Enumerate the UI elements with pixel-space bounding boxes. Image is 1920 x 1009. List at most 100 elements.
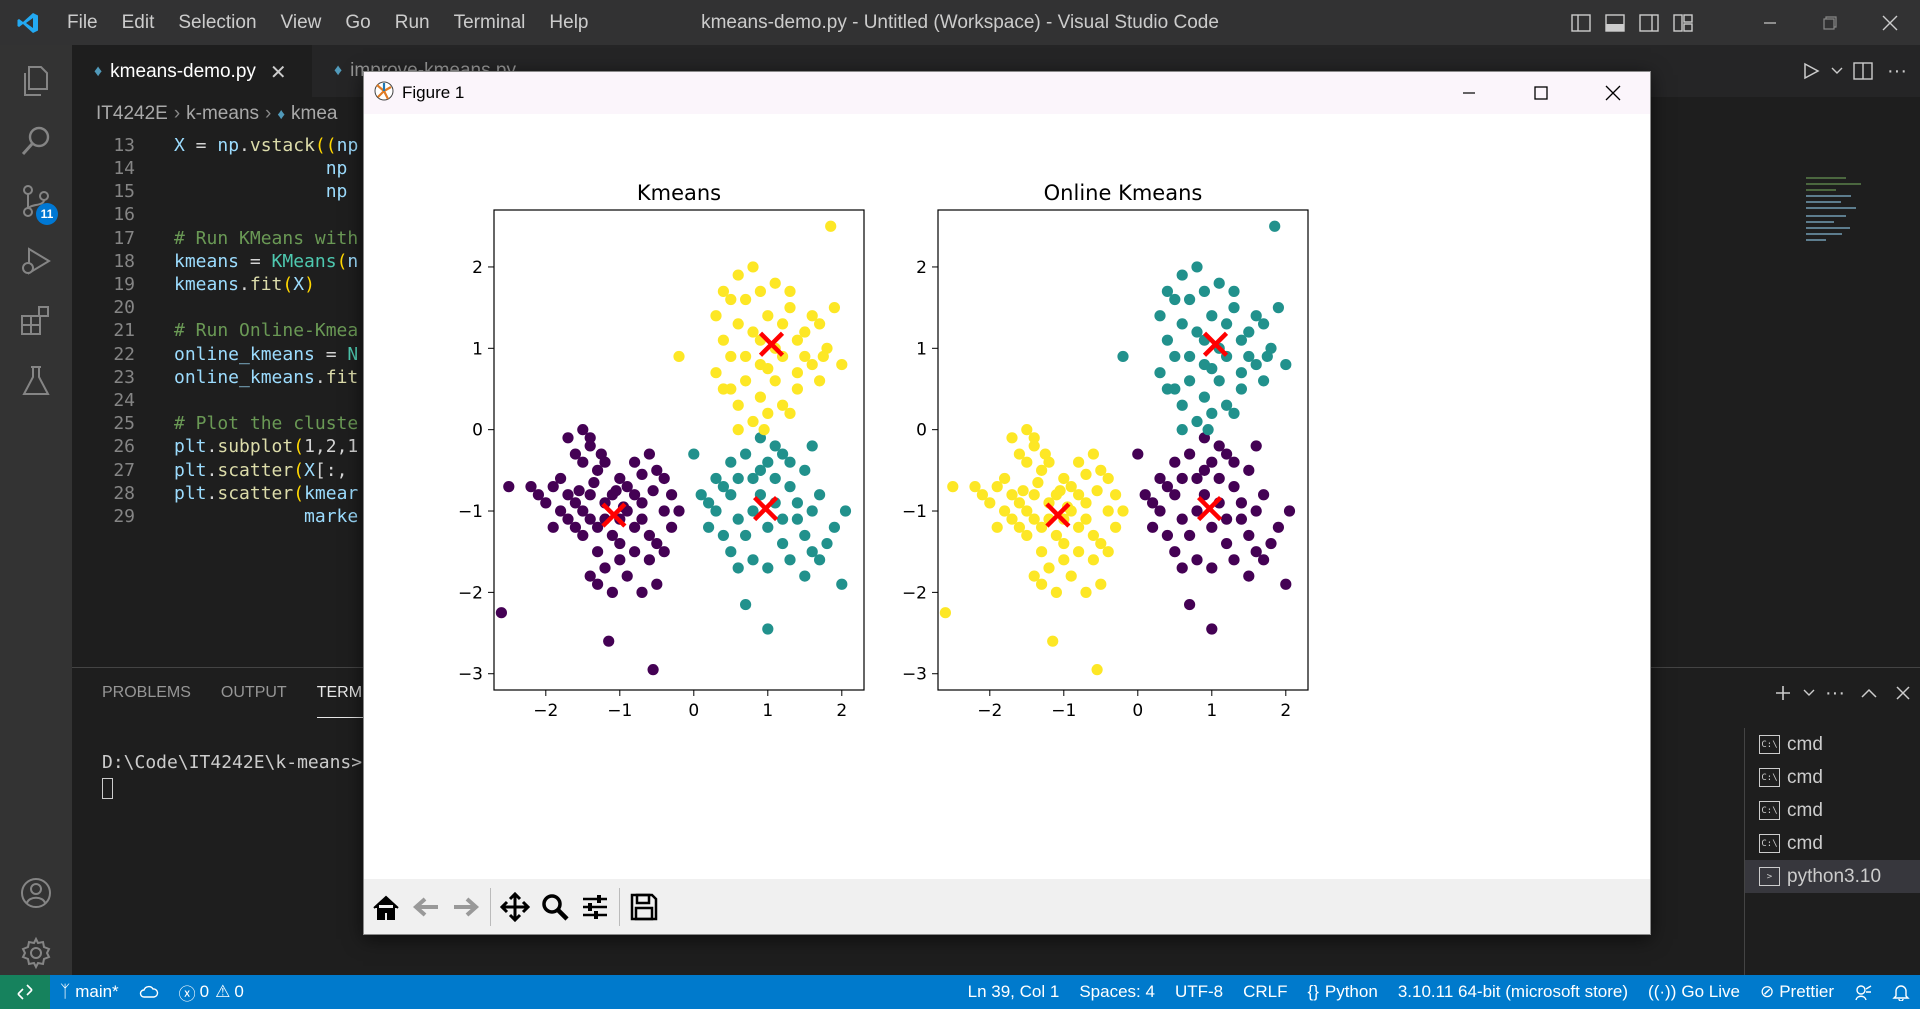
close-window-button[interactable] (1860, 0, 1920, 45)
code-line[interactable]: 26 plt.subplot(1,2,1 (72, 433, 1920, 462)
terminal-instance[interactable]: > python3.10 (1745, 860, 1920, 893)
configure-subplots-icon[interactable] (575, 885, 615, 929)
figure-minimize-button[interactable] (1433, 72, 1505, 114)
code-line[interactable]: 28 plt.scatter(kmear (72, 479, 1920, 508)
close-tab-icon[interactable]: ✕ (269, 61, 287, 84)
terminal-prompt[interactable]: D:\Code\IT4242E\k-means> (102, 752, 363, 773)
toggle-secondary-sidebar-icon[interactable] (1632, 0, 1666, 45)
code-line[interactable]: 18 kmeans = KMeans(n (72, 247, 1920, 276)
accounts-icon[interactable] (0, 863, 72, 923)
axes-frame (493, 209, 865, 691)
run-python-file-icon[interactable] (1794, 49, 1828, 94)
code-line[interactable]: 27 plt.scatter(X[:, (72, 456, 1920, 485)
x-tick-label: 1 (762, 701, 773, 721)
code-line[interactable]: 29 marke (72, 502, 1920, 531)
breadcrumb-item[interactable]: IT4242E (96, 103, 168, 124)
cursor-position[interactable]: Ln 39, Col 1 (967, 982, 1060, 1001)
source-control-icon[interactable]: 11 (0, 171, 72, 231)
end-of-line[interactable]: CRLF (1243, 982, 1288, 1001)
branch-indicator[interactable]: ᛉ main* (60, 982, 119, 1001)
menu-item-run[interactable]: Run (394, 12, 430, 33)
remote-indicator-icon[interactable] (0, 975, 50, 1009)
code-line[interactable]: 21 # Run Online-Kmea (72, 317, 1920, 346)
menu-item-file[interactable]: File (67, 12, 98, 33)
menu-item-terminal[interactable]: Terminal (453, 12, 526, 33)
code-line[interactable]: 23 online_kmeans.fit (72, 363, 1920, 392)
testing-icon[interactable] (0, 351, 72, 411)
scatter-point (629, 521, 641, 533)
scatter-point (1021, 529, 1033, 542)
terminal-instance[interactable]: C:\ cmd (1745, 827, 1920, 860)
figure-close-button[interactable] (1577, 72, 1649, 114)
minimap[interactable] (1804, 175, 1884, 255)
breadcrumb-item[interactable]: kmea (291, 103, 338, 124)
code-line[interactable]: 15 np (72, 177, 1920, 206)
tab-output[interactable]: OUTPUT (220, 684, 287, 701)
tab-problems[interactable]: PROBLEMS (102, 684, 191, 701)
go-live-button[interactable]: ((·)) Go Live (1648, 982, 1740, 1001)
settings-gear-icon[interactable] (0, 923, 72, 983)
restore-button[interactable] (1800, 0, 1860, 45)
run-debug-icon[interactable] (0, 231, 72, 291)
sync-icon[interactable] (129, 985, 169, 999)
scatter-point (584, 489, 596, 501)
scatter-point (806, 358, 818, 371)
terminal-instance[interactable]: C:\ cmd (1745, 728, 1920, 761)
tab-kmeans-demo[interactable]: ♦ kmeans-demo.py ✕ (72, 45, 312, 97)
breadcrumb-item[interactable]: k-means (186, 103, 260, 124)
terminal-instance[interactable]: C:\ cmd (1745, 761, 1920, 794)
extensions-icon[interactable] (0, 291, 72, 351)
save-floppy-icon[interactable] (624, 885, 664, 929)
toggle-panel-icon[interactable] (1598, 0, 1632, 45)
run-dropdown-chevron-icon[interactable] (1828, 49, 1846, 94)
minimize-button[interactable] (1740, 0, 1800, 45)
toggle-primary-sidebar-icon[interactable] (1564, 0, 1598, 45)
code-line[interactable]: 25 # Plot the cluste (72, 409, 1920, 438)
new-terminal-icon[interactable] (1766, 671, 1800, 716)
menu-item-selection[interactable]: Selection (178, 12, 257, 33)
terminal-dropdown-chevron-icon[interactable] (1800, 671, 1818, 716)
explorer-icon[interactable] (0, 51, 72, 111)
code-line[interactable]: 20 (72, 293, 1920, 322)
feedback-icon[interactable] (1844, 983, 1882, 1001)
code-line[interactable]: 17 # Run KMeans with (72, 224, 1920, 253)
code-line[interactable]: 22 online_kmeans = N (72, 340, 1920, 369)
figure-maximize-button[interactable] (1505, 72, 1577, 114)
line-number: 17 (113, 227, 135, 249)
code-line[interactable]: 14 np (72, 154, 1920, 183)
search-icon[interactable] (0, 111, 72, 171)
figure-canvas[interactable]: Kmeans −2 −1 0 1 2 −3 −2 −1 0 1 2 Online Kmeans −2 −1 0… (364, 114, 1650, 874)
python-interpreter[interactable]: 3.10.11 64-bit (microsoft store) (1397, 982, 1629, 1001)
tab-terminal[interactable]: TERMI (316, 668, 367, 718)
scatter-point (673, 350, 685, 363)
code-editor[interactable]: 13 X = np.vstack((np 14 np 15 np 16 17 # Run K… (72, 131, 1920, 666)
problems-indicator[interactable]: ⓧ 0 ⚠ 0 (169, 980, 254, 1005)
pan-move-icon[interactable] (495, 885, 535, 929)
code-line[interactable]: 24 (72, 386, 1920, 415)
zoom-magnifier-icon[interactable] (535, 885, 575, 929)
split-editor-icon[interactable] (1846, 49, 1880, 94)
encoding[interactable]: UTF-8 (1174, 982, 1224, 1001)
code-line[interactable]: 13 X = np.vstack((np (72, 131, 1920, 160)
customize-layout-icon[interactable] (1666, 0, 1700, 45)
menu-item-help[interactable]: Help (549, 12, 589, 33)
indentation[interactable]: Spaces: 4 (1079, 982, 1155, 1001)
back-arrow-icon[interactable] (406, 885, 446, 929)
code-line[interactable]: 16 (72, 201, 1920, 230)
close-panel-icon[interactable] (1886, 671, 1920, 716)
terminal-instance[interactable]: C:\ cmd (1745, 794, 1920, 827)
panel-more-icon[interactable]: ··· (1825, 681, 1845, 704)
scatter-point (1184, 448, 1196, 460)
maximize-panel-icon[interactable] (1852, 671, 1886, 716)
notifications-bell-icon[interactable] (1882, 983, 1920, 1001)
home-icon[interactable] (366, 885, 406, 929)
scatter-point (1243, 464, 1255, 476)
prettier-button[interactable]: ⊘ Prettier (1759, 982, 1834, 1001)
menu-item-go[interactable]: Go (345, 12, 371, 33)
code-line[interactable]: 19 kmeans.fit(X) (72, 270, 1920, 299)
forward-arrow-icon[interactable] (446, 885, 486, 929)
menu-item-edit[interactable]: Edit (121, 12, 155, 33)
more-actions-icon[interactable]: ··· (1887, 59, 1907, 82)
menu-item-view[interactable]: View (280, 12, 322, 33)
language-mode[interactable]: {} Python (1307, 982, 1378, 1001)
